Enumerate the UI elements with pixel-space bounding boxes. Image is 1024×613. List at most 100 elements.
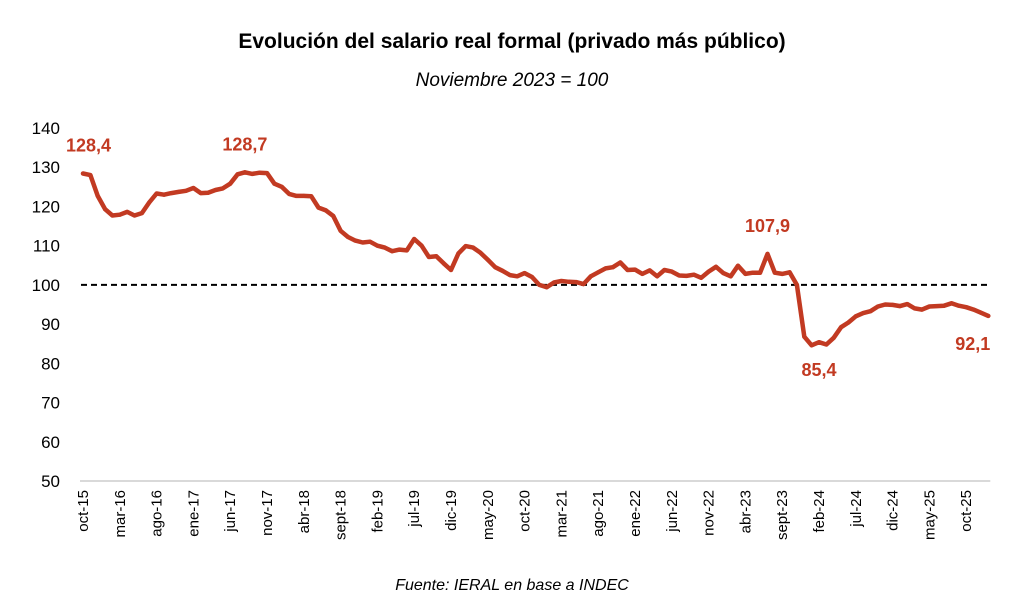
x-tick-label: ago-21 [590, 490, 607, 537]
data-point [198, 191, 203, 196]
data-point [228, 181, 233, 186]
x-tick-label: dic-19 [443, 490, 460, 531]
data-point [279, 184, 284, 189]
data-point [596, 270, 601, 275]
data-point [875, 304, 880, 309]
data-point [743, 271, 748, 276]
data-point [294, 193, 299, 198]
annotations: 128,4 128,7 107,9 85,4 92,1 [66, 134, 990, 380]
data-point [404, 248, 409, 253]
data-point [88, 173, 93, 178]
data-point [890, 302, 895, 307]
y-tick-label: 130 [32, 158, 60, 177]
data-point [662, 268, 667, 272]
data-point [162, 192, 166, 197]
data-point [441, 261, 446, 266]
data-point [728, 274, 733, 279]
data-point [618, 260, 623, 265]
data-point [426, 255, 431, 259]
data-point [986, 313, 991, 318]
x-tick-label: mar-21 [553, 490, 570, 538]
data-point [669, 269, 674, 274]
x-tick-label: sept-23 [774, 490, 791, 540]
data-point [861, 311, 866, 316]
y-tick-label: 50 [41, 472, 60, 491]
data-point [95, 193, 100, 198]
data-point [169, 191, 174, 196]
data-point [81, 171, 85, 176]
x-tick-label: abr-18 [296, 490, 313, 533]
data-point [390, 249, 395, 254]
series-line [80, 170, 991, 348]
data-point [316, 205, 321, 210]
y-axis: 140 130 120 110 100 90 80 70 60 50 [32, 119, 60, 491]
data-label: 92,1 [955, 334, 990, 354]
data-point [699, 275, 704, 280]
data-point [610, 265, 615, 270]
x-tick-label: feb-24 [811, 490, 828, 533]
x-tick-label: jul-24 [848, 490, 865, 528]
data-point [809, 343, 814, 348]
data-point [802, 334, 807, 339]
data-label: 85,4 [801, 360, 836, 380]
data-point [397, 247, 402, 252]
data-point [287, 191, 292, 196]
data-point [132, 213, 137, 218]
data-point [684, 273, 689, 278]
x-tick-label: abr-23 [737, 490, 754, 533]
data-point [242, 170, 247, 175]
x-tick-label: jul-19 [406, 490, 423, 528]
data-point [787, 270, 792, 275]
x-tick-label: may-20 [480, 490, 497, 540]
data-point [507, 273, 512, 278]
data-point [360, 240, 365, 245]
data-point [898, 304, 902, 309]
data-point [346, 235, 350, 239]
data-point [839, 325, 844, 330]
data-point [978, 310, 983, 315]
data-point [750, 270, 755, 275]
x-tick-label: jun-17 [222, 490, 239, 533]
y-tick-label: 70 [41, 394, 60, 413]
y-tick-label: 60 [41, 433, 60, 452]
data-point [905, 302, 910, 307]
data-point [500, 268, 505, 273]
data-point [257, 170, 262, 175]
y-tick-label: 90 [41, 315, 60, 334]
y-tick-label: 80 [41, 354, 60, 373]
data-point [522, 271, 527, 276]
data-point [552, 280, 556, 285]
data-point [765, 251, 770, 256]
data-point [640, 271, 645, 276]
x-tick-label: ene-17 [185, 490, 202, 537]
data-point [463, 244, 468, 249]
data-point [117, 212, 122, 217]
data-point [772, 270, 777, 275]
series-points [81, 170, 991, 348]
data-point [934, 304, 939, 309]
data-point [559, 279, 564, 283]
data-point [434, 254, 439, 259]
data-point [588, 274, 593, 279]
x-tick-label: dic-24 [885, 490, 902, 531]
x-tick-label: jun-22 [664, 490, 681, 533]
data-point [824, 342, 829, 347]
data-point [419, 243, 424, 248]
data-point [721, 271, 726, 276]
data-point [220, 186, 225, 191]
x-tick-label: feb-19 [369, 490, 386, 533]
data-point [537, 282, 542, 287]
data-point [375, 243, 380, 248]
data-point [471, 245, 476, 250]
data-point [758, 270, 763, 275]
data-point [942, 303, 947, 308]
x-axis: oct-15 mar-16 ago-16 ene-17 jun-17 nov-17 abr-… [75, 490, 975, 540]
data-label: 128,7 [222, 134, 267, 154]
data-point [272, 181, 277, 186]
data-point [449, 268, 453, 272]
data-point [655, 274, 660, 279]
data-point [147, 200, 152, 205]
x-tick-label: oct-25 [958, 490, 975, 532]
data-point [478, 250, 483, 255]
